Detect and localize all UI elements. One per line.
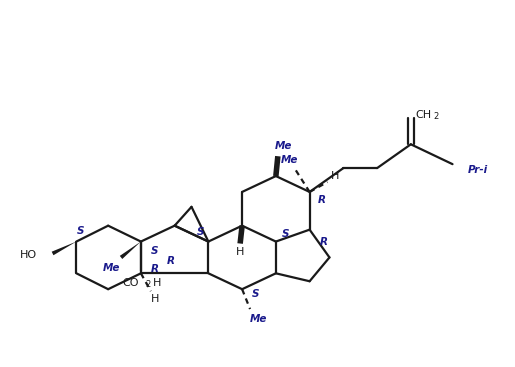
Polygon shape <box>120 241 141 259</box>
Text: CH: CH <box>416 109 432 120</box>
Text: S: S <box>252 289 260 299</box>
Text: R: R <box>167 257 175 266</box>
Text: Me: Me <box>275 141 293 151</box>
Text: Pr-i: Pr-i <box>468 165 488 175</box>
Text: Me: Me <box>102 264 120 273</box>
Polygon shape <box>52 241 76 255</box>
Text: 2: 2 <box>434 112 439 121</box>
Text: S: S <box>77 226 84 236</box>
Text: H: H <box>150 294 159 304</box>
Text: H: H <box>331 171 339 181</box>
Text: Me: Me <box>249 314 267 324</box>
Text: H: H <box>236 247 244 258</box>
Text: H: H <box>153 278 161 288</box>
Text: R: R <box>151 264 159 275</box>
Text: R: R <box>318 195 325 205</box>
Text: R: R <box>319 237 328 247</box>
Text: CO: CO <box>123 278 139 288</box>
Text: S: S <box>282 229 289 239</box>
Text: 2: 2 <box>146 280 151 289</box>
Text: Me: Me <box>281 155 298 165</box>
Text: S: S <box>151 247 159 257</box>
Text: S: S <box>197 227 204 237</box>
Text: HO: HO <box>20 250 37 261</box>
